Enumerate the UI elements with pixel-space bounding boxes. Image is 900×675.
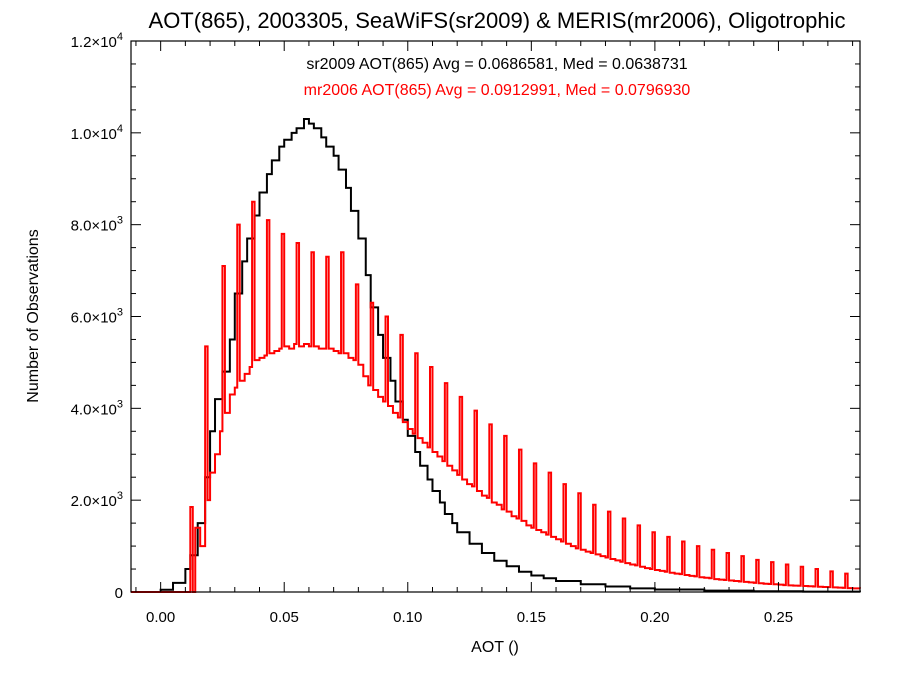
x-tick-label: 0.00	[146, 609, 175, 626]
y-tick-exponent: 3	[117, 398, 123, 410]
y-tick-exponent: 3	[117, 307, 123, 319]
series-layer	[131, 118, 861, 593]
y-tick-exponent: 4	[117, 123, 123, 135]
x-tick-label: 0.05	[270, 609, 299, 626]
y-tick-mantissa: 1.2×10	[71, 34, 117, 51]
y-tick-exponent: 3	[117, 490, 123, 502]
y-tick-exponent: 4	[117, 31, 123, 43]
y-tick-label: 0	[115, 585, 123, 602]
y-tick-mantissa: 1.0×10	[71, 126, 117, 143]
y-axis-ticks: 02.0×1034.0×1036.0×1038.0×1031.0×1041.2×…	[71, 31, 860, 602]
y-tick-label: 6.0×103	[71, 307, 123, 327]
series-line-0	[131, 118, 861, 593]
x-tick-label: 0.15	[517, 609, 546, 626]
y-axis-label: Number of Observations	[25, 229, 42, 402]
y-tick-mantissa: 8.0×10	[71, 218, 117, 235]
y-tick-label: 1.2×104	[71, 31, 123, 51]
y-tick-label: 1.0×104	[71, 123, 123, 143]
x-tick-label: 0.10	[393, 609, 422, 626]
x-axis-label: AOT ()	[471, 639, 519, 656]
x-axis-ticks: 0.00 0.05 0.10 0.15 0.20 0.25	[135, 41, 854, 626]
y-tick-label: 2.0×103	[71, 490, 123, 510]
x-tick-label: 0.20	[640, 609, 669, 626]
plot-area	[130, 40, 861, 593]
y-tick-mantissa: 4.0×10	[71, 401, 117, 418]
annotation-sr2009: sr2009 AOT(865) Avg = 0.0686581, Med = 0…	[306, 56, 687, 73]
y-tick-mantissa: 2.0×10	[71, 493, 117, 510]
chart-title: AOT(865), 2003305, SeaWiFS(sr2009) & MER…	[149, 8, 846, 33]
x-tick-label: 0.25	[764, 609, 793, 626]
y-tick-mantissa: 6.0×10	[71, 310, 117, 327]
y-tick-mantissa: 0	[115, 585, 123, 602]
y-tick-label: 4.0×103	[71, 398, 123, 418]
annotation-mr2006: mr2006 AOT(865) Avg = 0.0912991, Med = 0…	[304, 82, 691, 99]
y-tick-exponent: 3	[117, 215, 123, 227]
y-tick-label: 8.0×103	[71, 215, 123, 235]
series-line-1	[131, 200, 861, 593]
